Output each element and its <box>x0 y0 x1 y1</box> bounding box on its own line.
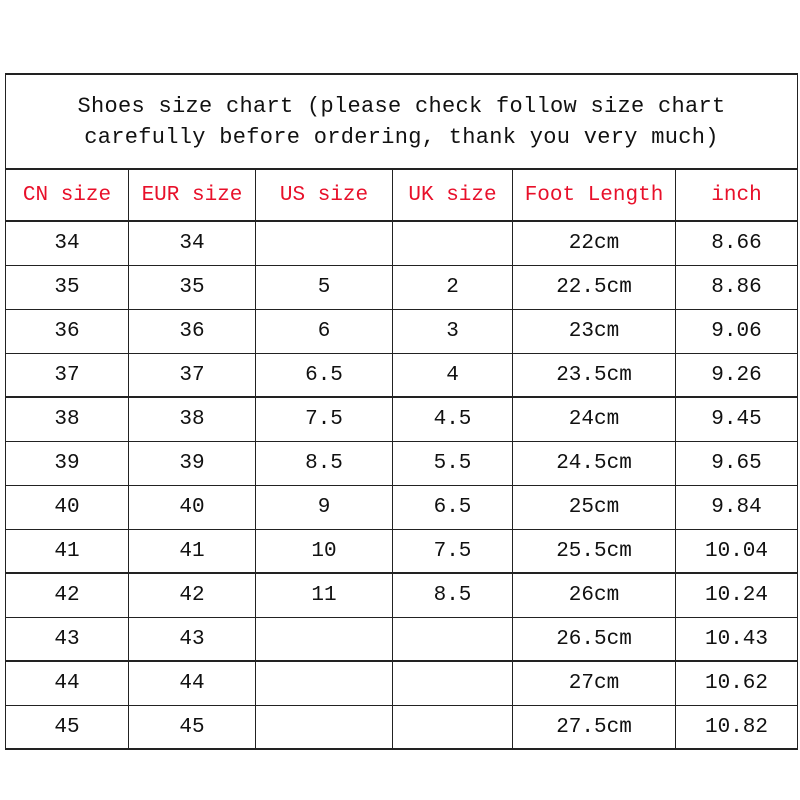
table-row: 38 38 7.5 4.5 24cm 9.45 <box>6 398 798 442</box>
cell-uk-size: 4.5 <box>393 398 513 441</box>
column-header-cn-size: CN size <box>6 170 129 220</box>
cell-cn-size: 37 <box>6 354 129 396</box>
cell-us-size: 6.5 <box>256 354 393 396</box>
table-row: 44 44 27cm 10.62 <box>6 662 798 706</box>
cell-cn-size: 45 <box>6 706 129 748</box>
cell-uk-size: 7.5 <box>393 530 513 572</box>
cell-eur-size: 41 <box>129 530 256 572</box>
cell-cn-size: 39 <box>6 442 129 485</box>
cell-us-size: 7.5 <box>256 398 393 441</box>
cell-uk-size: 2 <box>393 266 513 309</box>
cell-inch: 10.04 <box>676 530 798 572</box>
cell-us-size <box>256 618 393 660</box>
cell-eur-size: 38 <box>129 398 256 441</box>
cell-inch: 10.24 <box>676 574 798 617</box>
cell-cn-size: 42 <box>6 574 129 617</box>
cell-eur-size: 40 <box>129 486 256 529</box>
table-title: Shoes size chart (please check follow si… <box>6 75 798 170</box>
title-line-1: Shoes size chart (please check follow si… <box>77 93 726 119</box>
cell-cn-size: 35 <box>6 266 129 309</box>
cell-uk-size: 4 <box>393 354 513 396</box>
cell-cn-size: 44 <box>6 662 129 705</box>
cell-foot-length: 25cm <box>513 486 676 529</box>
table-row: 43 43 26.5cm 10.43 <box>6 618 798 662</box>
cell-foot-length: 23.5cm <box>513 354 676 396</box>
cell-eur-size: 39 <box>129 442 256 485</box>
cell-foot-length: 26.5cm <box>513 618 676 660</box>
cell-foot-length: 27.5cm <box>513 706 676 748</box>
cell-eur-size: 45 <box>129 706 256 748</box>
table-row: 45 45 27.5cm 10.82 <box>6 706 798 750</box>
cell-us-size <box>256 706 393 748</box>
table-row: 41 41 10 7.5 25.5cm 10.04 <box>6 530 798 574</box>
column-header-us-size: US size <box>256 170 393 220</box>
size-chart-table: Shoes size chart (please check follow si… <box>5 73 798 750</box>
cell-uk-size: 3 <box>393 310 513 353</box>
cell-uk-size: 6.5 <box>393 486 513 529</box>
cell-foot-length: 24cm <box>513 398 676 441</box>
cell-inch: 9.06 <box>676 310 798 353</box>
cell-eur-size: 43 <box>129 618 256 660</box>
cell-inch: 10.82 <box>676 706 798 748</box>
cell-eur-size: 42 <box>129 574 256 617</box>
table-row: 37 37 6.5 4 23.5cm 9.26 <box>6 354 798 398</box>
cell-us-size: 8.5 <box>256 442 393 485</box>
cell-us-size: 10 <box>256 530 393 572</box>
cell-eur-size: 35 <box>129 266 256 309</box>
cell-eur-size: 37 <box>129 354 256 396</box>
cell-eur-size: 34 <box>129 222 256 265</box>
column-header-foot-length: Foot Length <box>513 170 676 220</box>
cell-inch: 10.43 <box>676 618 798 660</box>
cell-uk-size <box>393 662 513 705</box>
cell-eur-size: 44 <box>129 662 256 705</box>
table-row: 39 39 8.5 5.5 24.5cm 9.65 <box>6 442 798 486</box>
cell-inch: 10.62 <box>676 662 798 705</box>
cell-uk-size <box>393 222 513 265</box>
table-row: 36 36 6 3 23cm 9.06 <box>6 310 798 354</box>
header-row: CN size EUR size US size UK size Foot Length… <box>6 170 798 222</box>
cell-us-size: 9 <box>256 486 393 529</box>
cell-inch: 9.45 <box>676 398 798 441</box>
title-line-2: carefully before ordering, thank you ver… <box>84 124 719 150</box>
cell-inch: 9.65 <box>676 442 798 485</box>
cell-us-size: 6 <box>256 310 393 353</box>
table-row: 40 40 9 6.5 25cm 9.84 <box>6 486 798 530</box>
cell-cn-size: 38 <box>6 398 129 441</box>
column-header-uk-size: UK size <box>393 170 513 220</box>
cell-us-size <box>256 662 393 705</box>
cell-foot-length: 26cm <box>513 574 676 617</box>
cell-us-size: 11 <box>256 574 393 617</box>
cell-eur-size: 36 <box>129 310 256 353</box>
cell-us-size <box>256 222 393 265</box>
table-row: 35 35 5 2 22.5cm 8.86 <box>6 266 798 310</box>
cell-cn-size: 40 <box>6 486 129 529</box>
cell-inch: 9.26 <box>676 354 798 396</box>
cell-foot-length: 25.5cm <box>513 530 676 572</box>
column-header-inch: inch <box>676 170 798 220</box>
cell-us-size: 5 <box>256 266 393 309</box>
cell-inch: 9.84 <box>676 486 798 529</box>
cell-uk-size: 8.5 <box>393 574 513 617</box>
cell-uk-size: 5.5 <box>393 442 513 485</box>
cell-foot-length: 23cm <box>513 310 676 353</box>
table-row: 34 34 22cm 8.66 <box>6 222 798 266</box>
cell-foot-length: 22.5cm <box>513 266 676 309</box>
table-row: 42 42 11 8.5 26cm 10.24 <box>6 574 798 618</box>
cell-cn-size: 43 <box>6 618 129 660</box>
cell-foot-length: 24.5cm <box>513 442 676 485</box>
cell-cn-size: 34 <box>6 222 129 265</box>
cell-inch: 8.86 <box>676 266 798 309</box>
column-header-eur-size: EUR size <box>129 170 256 220</box>
cell-uk-size <box>393 706 513 748</box>
cell-cn-size: 36 <box>6 310 129 353</box>
cell-inch: 8.66 <box>676 222 798 265</box>
cell-uk-size <box>393 618 513 660</box>
cell-foot-length: 27cm <box>513 662 676 705</box>
cell-cn-size: 41 <box>6 530 129 572</box>
cell-foot-length: 22cm <box>513 222 676 265</box>
